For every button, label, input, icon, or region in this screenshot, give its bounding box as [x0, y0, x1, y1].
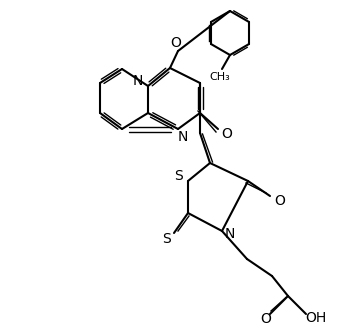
- Text: O: O: [275, 194, 286, 208]
- Text: CH₃: CH₃: [210, 72, 231, 82]
- Text: OH: OH: [305, 311, 327, 325]
- Text: N: N: [133, 74, 143, 88]
- Text: S: S: [162, 232, 170, 246]
- Text: O: O: [171, 36, 182, 50]
- Text: N: N: [225, 227, 235, 241]
- Text: S: S: [174, 169, 182, 183]
- Text: O: O: [222, 127, 233, 141]
- Text: N: N: [178, 130, 188, 144]
- Text: O: O: [261, 312, 272, 326]
